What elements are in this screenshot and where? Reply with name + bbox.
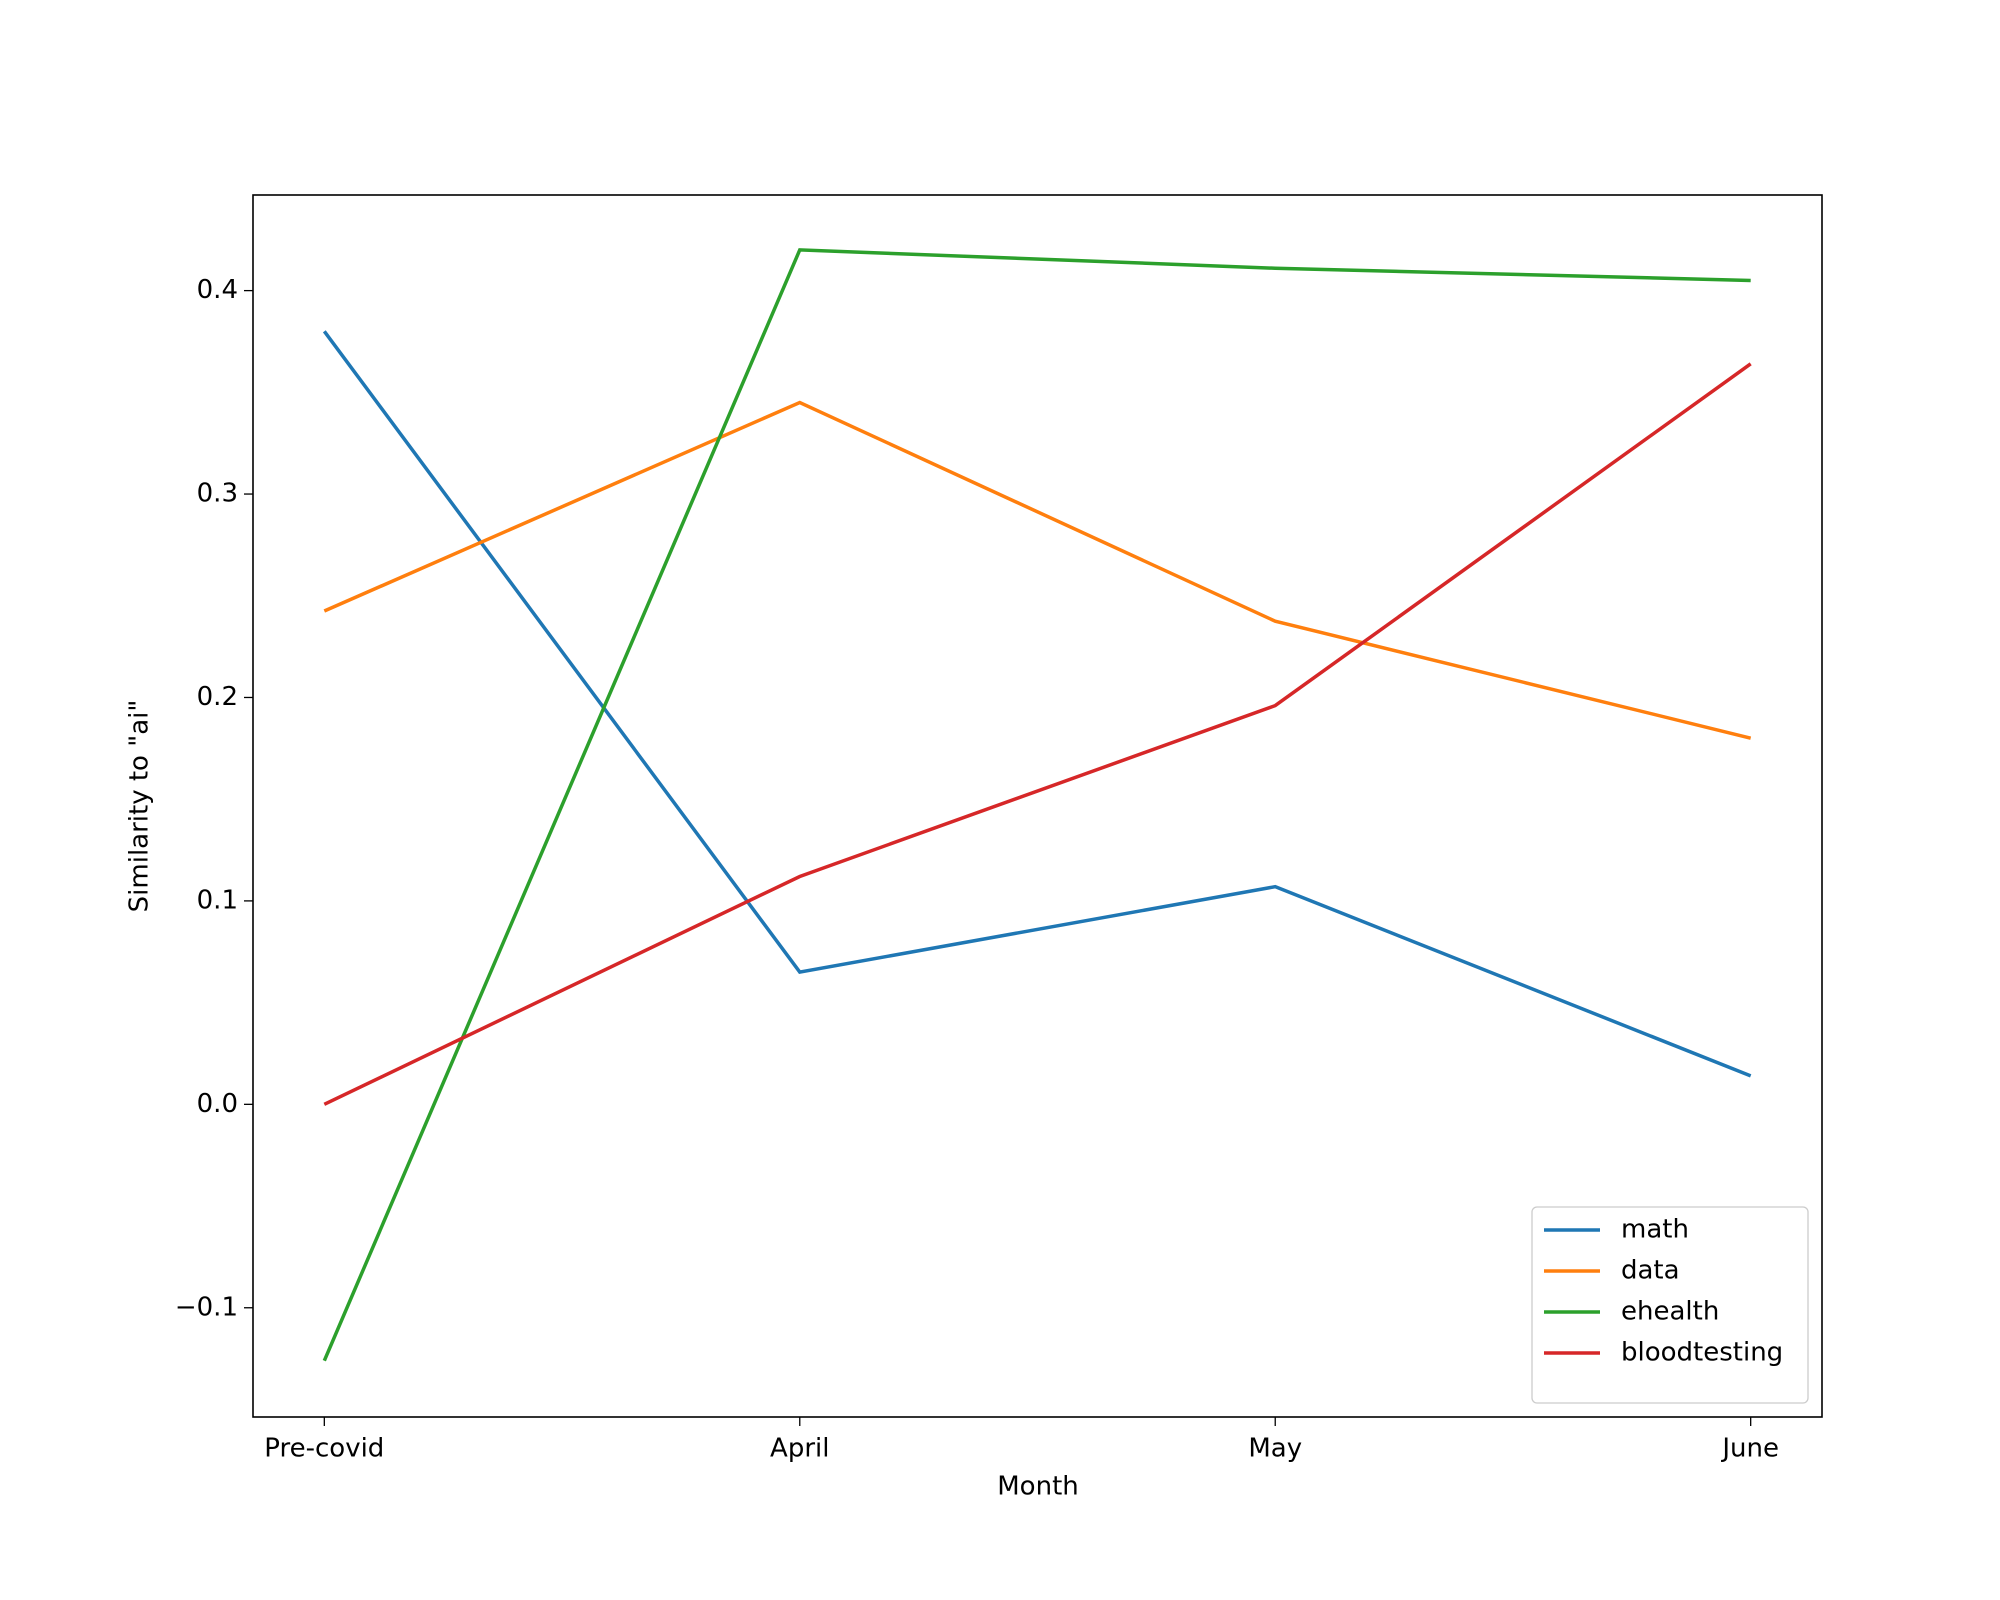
legend-label: data [1621, 1256, 1680, 1286]
y-tick-label: 0.2 [197, 682, 238, 712]
legend-label: math [1621, 1215, 1689, 1245]
x-tick-label: May [1248, 1434, 1302, 1464]
x-axis-label: Month [997, 1472, 1079, 1502]
line-series [322, 248, 1751, 1362]
y-tick-label: 0.1 [197, 885, 238, 915]
legend-box [1531, 1206, 1809, 1404]
line-series [323, 362, 1752, 1106]
plot-frame [252, 194, 1823, 1418]
y-tick-label: −0.1 [175, 1292, 238, 1322]
x-tick-label: April [770, 1434, 829, 1464]
line-series [322, 330, 1752, 1078]
legend-label: bloodtesting [1621, 1338, 1783, 1368]
legend-label: ehealth [1621, 1297, 1719, 1327]
x-tick-label: June [1720, 1434, 1779, 1464]
y-tick-label: 0.4 [197, 275, 238, 305]
y-tick-label: 0.0 [197, 1089, 238, 1119]
line-series [323, 400, 1752, 740]
y-tick-label: 0.3 [197, 479, 238, 509]
y-axis-label: Similarity to "ai" [125, 700, 155, 913]
x-tick-label: Pre-covid [264, 1434, 384, 1464]
